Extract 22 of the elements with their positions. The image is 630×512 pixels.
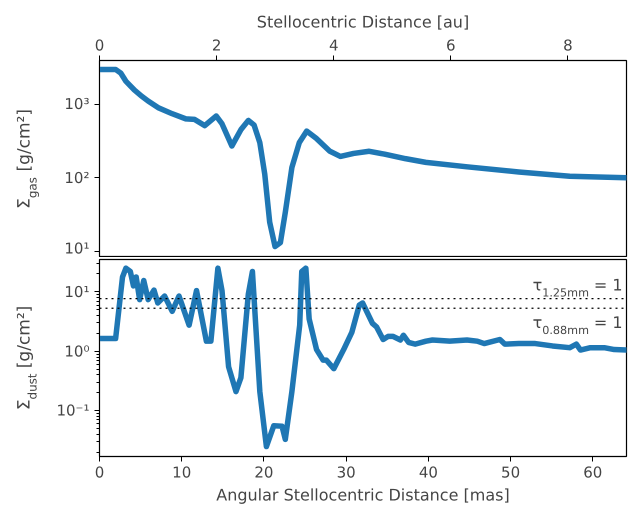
x-tick-label: 40 — [418, 464, 438, 482]
x-tick-label: 0 — [94, 464, 104, 482]
x2-axis-title: Stellocentric Distance [au] — [256, 12, 470, 32]
y-tick-label: 10⁻¹ — [56, 402, 90, 420]
x-axis-title: Angular Stellocentric Distance [mas] — [216, 486, 510, 504]
x2-tick-label: 0 — [94, 36, 104, 54]
x2-tick-label: 4 — [328, 36, 338, 54]
y-tick-label: 10² — [64, 168, 90, 187]
y-tick-label: 10⁰ — [64, 342, 90, 360]
x2-tick-label: 8 — [563, 36, 573, 54]
x2-tick-label: 2 — [212, 36, 222, 54]
x-tick-label: 30 — [336, 464, 356, 482]
y-axis-title: Σdust [g/cm²] — [14, 306, 40, 410]
y-tick-label: 10¹ — [64, 282, 90, 301]
y-tick-label: 10³ — [64, 95, 90, 114]
y-tick-label: 10¹ — [64, 240, 90, 258]
x-tick-label: 20 — [254, 464, 274, 482]
x-tick-label: 10 — [172, 464, 192, 482]
x2-tick-label: 6 — [446, 36, 456, 54]
x-tick-label: 50 — [501, 464, 520, 482]
x-tick-label: 60 — [583, 464, 602, 482]
y-axis-title: Σgas [g/cm²] — [14, 109, 40, 209]
